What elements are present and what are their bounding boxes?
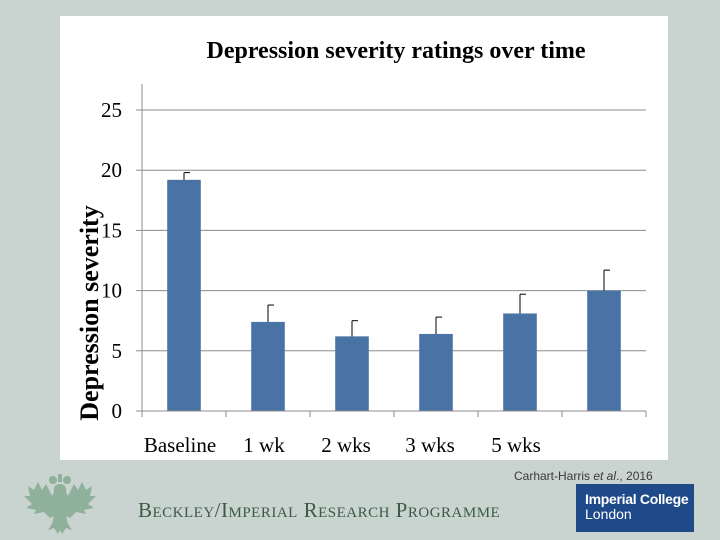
programme-title: Beckley/Imperial Research Programme — [138, 498, 501, 522]
x-category-label: 2 wks — [321, 433, 371, 457]
imperial-college-logo: Imperial College London — [576, 484, 694, 532]
bar — [167, 179, 201, 411]
x-category-label: Baseline — [144, 433, 216, 457]
chart-title: Depression severity ratings over time — [206, 38, 585, 64]
y-axis-label: Depression severity — [75, 205, 104, 420]
x-category-label: 1 wk — [243, 433, 285, 457]
bar — [503, 313, 537, 411]
bar — [587, 290, 621, 411]
y-tick-label: 0 — [112, 399, 123, 423]
y-tick-label: 20 — [101, 158, 122, 182]
y-tick-label: 25 — [101, 98, 122, 122]
x-category-label: 5 wks — [491, 433, 541, 457]
chart-panel: Depression severity ratings over time 0 5… — [60, 16, 668, 460]
bar — [419, 333, 453, 411]
citation: Carhart-Harris et al., 2016 — [514, 469, 653, 483]
bar — [251, 321, 285, 411]
bar-chart: Depression severity ratings over time 0 5… — [75, 38, 647, 457]
logo-line-2: London — [585, 506, 632, 522]
citation-year: ., 2016 — [616, 469, 653, 483]
x-category-label: 3 wks — [405, 433, 455, 457]
logo-line-1: Imperial College — [585, 491, 689, 507]
bar — [335, 336, 369, 411]
y-tick-label: 5 — [112, 339, 123, 363]
citation-etal: et al — [593, 469, 617, 483]
citation-authors: Carhart-Harris — [514, 469, 594, 483]
double-headed-eagle-icon — [24, 474, 96, 534]
y-tick-label: 15 — [101, 218, 122, 242]
y-tick-label: 10 — [101, 279, 122, 303]
